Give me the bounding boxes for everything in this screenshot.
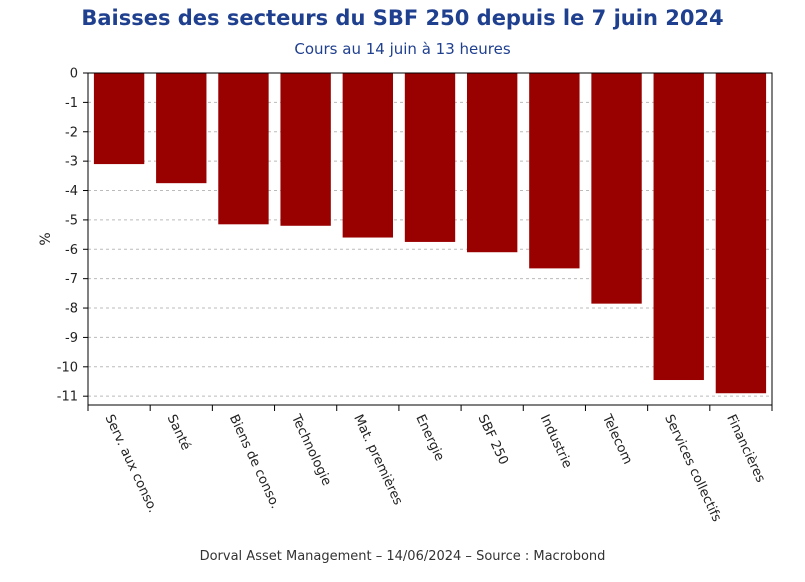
y-tick-label: -7 bbox=[65, 272, 78, 287]
y-tick-label: -11 bbox=[57, 390, 78, 405]
chart-subtitle: Cours au 14 juin à 13 heures bbox=[294, 40, 511, 58]
x-category-label: Santé bbox=[164, 412, 193, 452]
x-category-label: Financières bbox=[723, 412, 768, 485]
y-tick-label: -1 bbox=[65, 96, 78, 111]
y-tick-label: -9 bbox=[65, 331, 78, 346]
y-tick-label: -10 bbox=[57, 360, 78, 375]
x-category-label: Mat. premières bbox=[350, 412, 405, 507]
y-axis-ticks: 0 -1 -2 -3 -4 -5 -6 -7 -8 -9 -10 -11 bbox=[57, 67, 88, 405]
bar-8 bbox=[591, 73, 642, 304]
bar-2 bbox=[218, 73, 269, 225]
x-axis-ticks: Serv. aux conso. Santé Biens de conso. Tech… bbox=[87, 405, 773, 524]
footer-source: Dorval Asset Management – 14/06/2024 – S… bbox=[199, 549, 606, 564]
bar-9 bbox=[653, 73, 704, 381]
plot-frame bbox=[87, 72, 773, 406]
x-category-label: Services collectifs bbox=[661, 412, 724, 524]
x-category-label: SBF 250 bbox=[475, 412, 511, 467]
y-tick-label: 0 bbox=[70, 67, 78, 82]
chart-title: Baisses des secteurs du SBF 250 depuis l… bbox=[81, 6, 724, 30]
x-category-label: Telecom bbox=[598, 411, 634, 466]
y-tick-label: -8 bbox=[65, 302, 78, 317]
bars bbox=[93, 73, 767, 394]
bar-0 bbox=[93, 73, 145, 165]
bar-1 bbox=[156, 73, 207, 184]
bar-5 bbox=[404, 73, 456, 242]
y-tick-label: -2 bbox=[65, 125, 78, 140]
bar-4 bbox=[342, 73, 394, 238]
x-category-label: Industrie bbox=[537, 412, 575, 470]
x-category-label: Technologie bbox=[288, 411, 334, 488]
y-tick-label: -6 bbox=[65, 243, 78, 258]
y-axis-label: % bbox=[38, 232, 54, 245]
bar-10 bbox=[715, 73, 767, 394]
bar-6 bbox=[466, 73, 518, 253]
y-tick-label: -5 bbox=[65, 213, 78, 228]
bar-7 bbox=[529, 73, 580, 269]
y-tick-label: -4 bbox=[65, 184, 78, 199]
bar-3 bbox=[280, 73, 331, 226]
x-category-label: Energie bbox=[412, 412, 446, 463]
x-category-label: Serv. aux conso. bbox=[101, 412, 160, 515]
y-tick-label: -3 bbox=[65, 155, 78, 170]
x-category-label: Biens de conso. bbox=[226, 412, 283, 511]
